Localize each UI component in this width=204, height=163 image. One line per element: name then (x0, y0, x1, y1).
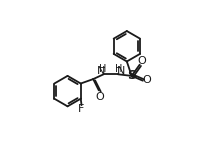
Text: N: N (96, 66, 105, 76)
Text: H: H (115, 64, 123, 74)
Text: O: O (95, 92, 104, 102)
Text: O: O (137, 56, 146, 66)
Text: O: O (142, 75, 151, 85)
Text: N: N (117, 66, 125, 76)
Text: H: H (99, 64, 106, 74)
Text: S: S (128, 69, 137, 82)
Text: F: F (78, 104, 85, 114)
